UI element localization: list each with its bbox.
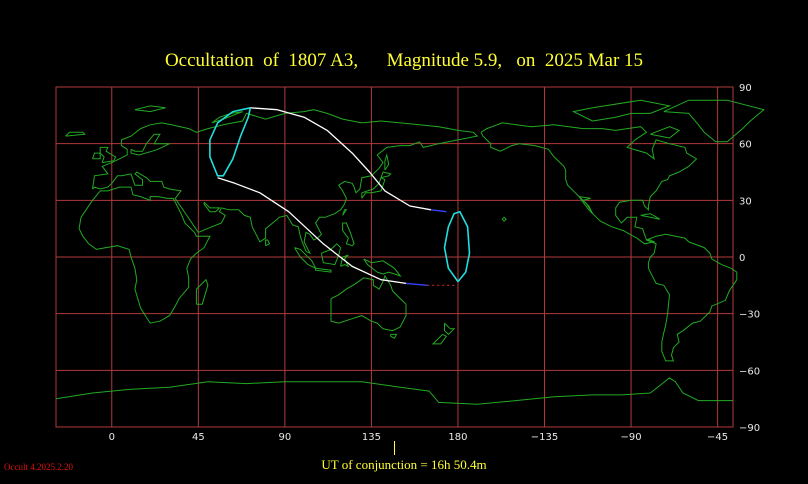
coastline bbox=[78, 186, 211, 324]
coastline bbox=[65, 131, 86, 137]
longitude-tick-label: −45 bbox=[707, 432, 728, 443]
south-limit-daylight-segment bbox=[405, 282, 428, 286]
coastline bbox=[444, 322, 456, 336]
latitude-tick-label: 90 bbox=[739, 83, 752, 94]
latitude-tick-label: 30 bbox=[739, 196, 752, 207]
coastline bbox=[342, 222, 355, 247]
coastline bbox=[330, 274, 407, 332]
coastline bbox=[195, 278, 209, 305]
longitude-tick-label: −90 bbox=[621, 432, 642, 443]
coastline bbox=[342, 209, 348, 216]
occultation-paths bbox=[209, 107, 471, 286]
page-title: Occultation of 1807 A3, Magnitude 5.9, o… bbox=[164, 50, 644, 71]
latitude-tick-label: −90 bbox=[739, 423, 760, 434]
coastline bbox=[480, 122, 698, 245]
axis-labels: 0 45 90 135 180 −135 −90 −45 90 60 30 0 −30 −60 −90 bbox=[109, 83, 761, 443]
coastline bbox=[640, 213, 661, 220]
longitude-tick-label: 135 bbox=[362, 432, 381, 443]
graticule bbox=[56, 87, 733, 427]
coastline bbox=[646, 233, 738, 362]
coastline bbox=[134, 105, 166, 113]
coastline bbox=[384, 153, 390, 171]
north-limit-daylight-segment bbox=[430, 209, 447, 213]
coastline bbox=[571, 99, 672, 122]
coastline bbox=[315, 267, 332, 273]
sunset-limit-curve bbox=[443, 210, 471, 283]
coastline bbox=[380, 171, 392, 179]
coastline bbox=[265, 239, 271, 247]
longitude-tick-label: 0 bbox=[109, 432, 115, 443]
coastline bbox=[431, 333, 448, 345]
latitude-tick-label: −60 bbox=[739, 366, 760, 377]
south-limit-line bbox=[217, 177, 407, 285]
coastline bbox=[320, 243, 342, 266]
conjunction-time: UT of conjunction = 16h 50.4m bbox=[321, 457, 487, 472]
sunrise-limit-curve bbox=[209, 107, 252, 177]
software-version: Occult 4.2025.2.20 bbox=[4, 462, 73, 472]
coastline bbox=[578, 196, 594, 214]
coastline bbox=[650, 126, 681, 139]
coastline bbox=[203, 201, 221, 213]
longitude-tick-label: 180 bbox=[448, 432, 467, 443]
north-limit-line bbox=[250, 107, 432, 211]
coastline bbox=[501, 216, 507, 222]
longitude-tick-label: −135 bbox=[531, 432, 558, 443]
coastline bbox=[92, 109, 479, 255]
coastline bbox=[130, 133, 170, 156]
coastline bbox=[99, 146, 117, 164]
coastline bbox=[92, 152, 101, 160]
longitude-tick-label: 45 bbox=[192, 432, 205, 443]
coastline bbox=[363, 258, 402, 277]
coastlines bbox=[55, 99, 765, 405]
longitude-tick-label: 90 bbox=[279, 432, 292, 443]
coastline bbox=[340, 254, 350, 268]
latitude-tick-label: 60 bbox=[739, 140, 752, 151]
coastline bbox=[55, 377, 733, 405]
coastline bbox=[361, 177, 386, 199]
coastline bbox=[663, 99, 765, 143]
latitude-tick-label: −30 bbox=[739, 310, 760, 321]
coastline bbox=[390, 333, 398, 339]
latitude-tick-label: 0 bbox=[739, 253, 745, 264]
